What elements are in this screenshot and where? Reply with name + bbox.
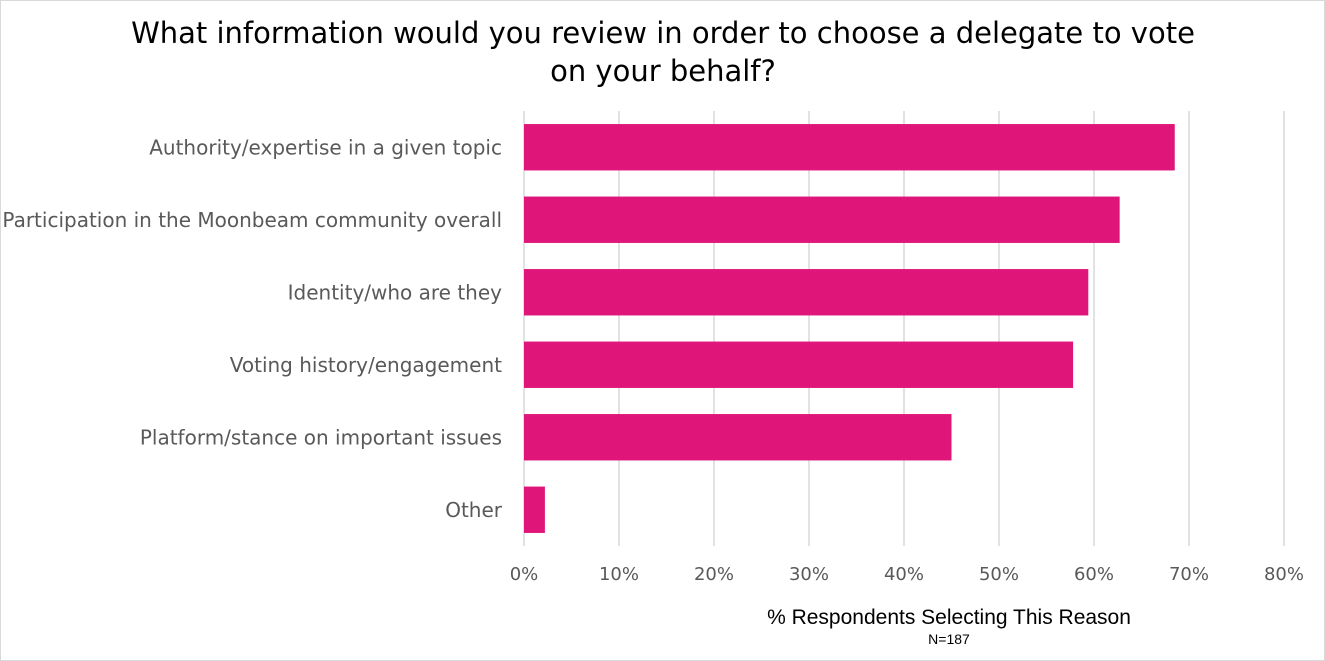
bar: [524, 341, 1074, 388]
x-tick-label: 50%: [979, 564, 1019, 585]
x-tick-label: 10%: [599, 564, 639, 585]
category-label: Platform/stance on important issues: [140, 425, 502, 449]
x-tick-label: 40%: [884, 564, 924, 585]
category-label: Identity/who are they: [288, 280, 503, 304]
category-label: Other: [445, 498, 503, 522]
category-labels: Authority/expertise in a given topic Part…: [2, 135, 502, 522]
category-label: Voting history/engagement: [230, 353, 502, 377]
bar: [524, 486, 545, 533]
x-tick-label: 80%: [1264, 564, 1304, 585]
bar: [524, 196, 1120, 243]
x-axis-label: % Respondents Selecting This Reason: [767, 606, 1131, 629]
x-tick-label: 20%: [694, 564, 734, 585]
bar: [524, 414, 952, 461]
chart-title-line-2: on your behalf?: [550, 54, 776, 88]
x-tick-label: 30%: [789, 564, 829, 585]
chart-title-line-1: What information would you review in ord…: [131, 16, 1195, 50]
gridlines: [523, 111, 1285, 546]
x-tick-label: 0%: [510, 564, 539, 585]
sample-size-note: N=187: [928, 631, 970, 647]
category-label: Participation in the Moonbeam community …: [2, 208, 502, 232]
x-tick-label: 60%: [1074, 564, 1114, 585]
x-tick-labels: 0% 10% 20% 30% 40% 50% 60% 70% 80%: [510, 564, 1304, 585]
bar: [524, 124, 1175, 171]
category-label: Authority/expertise in a given topic: [149, 135, 502, 159]
bar: [524, 269, 1089, 316]
x-tick-label: 70%: [1169, 564, 1209, 585]
bars: [524, 124, 1175, 533]
